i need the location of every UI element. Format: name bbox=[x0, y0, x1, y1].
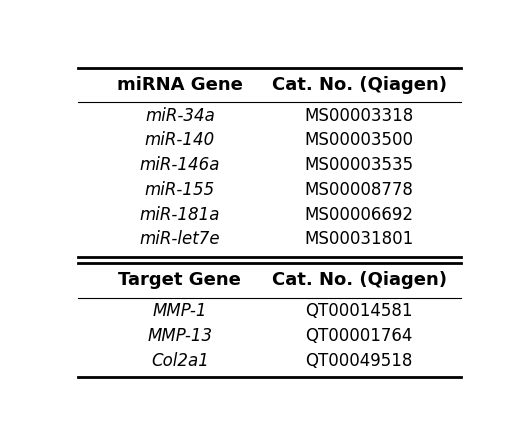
Text: MS00006692: MS00006692 bbox=[305, 206, 414, 224]
Text: Target Gene: Target Gene bbox=[118, 271, 241, 289]
Text: miR-146a: miR-146a bbox=[139, 156, 220, 174]
Text: MS00003535: MS00003535 bbox=[305, 156, 414, 174]
Text: miRNA Gene: miRNA Gene bbox=[117, 76, 243, 94]
Text: Col2a1: Col2a1 bbox=[151, 351, 209, 370]
Text: QT00049518: QT00049518 bbox=[306, 351, 413, 370]
Text: miR-34a: miR-34a bbox=[145, 107, 215, 125]
Text: miR-140: miR-140 bbox=[145, 132, 215, 150]
Text: miR-181a: miR-181a bbox=[139, 206, 220, 224]
Text: MS00031801: MS00031801 bbox=[305, 230, 414, 248]
Text: Cat. No. (Qiagen): Cat. No. (Qiagen) bbox=[272, 76, 447, 94]
Text: MS00008778: MS00008778 bbox=[305, 181, 413, 199]
Text: MMP-1: MMP-1 bbox=[153, 302, 207, 320]
Text: MS00003500: MS00003500 bbox=[305, 132, 414, 150]
Text: QT00001764: QT00001764 bbox=[306, 327, 413, 345]
Text: MMP-13: MMP-13 bbox=[147, 327, 213, 345]
Text: miR-let7e: miR-let7e bbox=[139, 230, 220, 248]
Text: Cat. No. (Qiagen): Cat. No. (Qiagen) bbox=[272, 271, 447, 289]
Text: QT00014581: QT00014581 bbox=[306, 302, 413, 320]
Text: MS00003318: MS00003318 bbox=[305, 107, 414, 125]
Text: miR-155: miR-155 bbox=[145, 181, 215, 199]
